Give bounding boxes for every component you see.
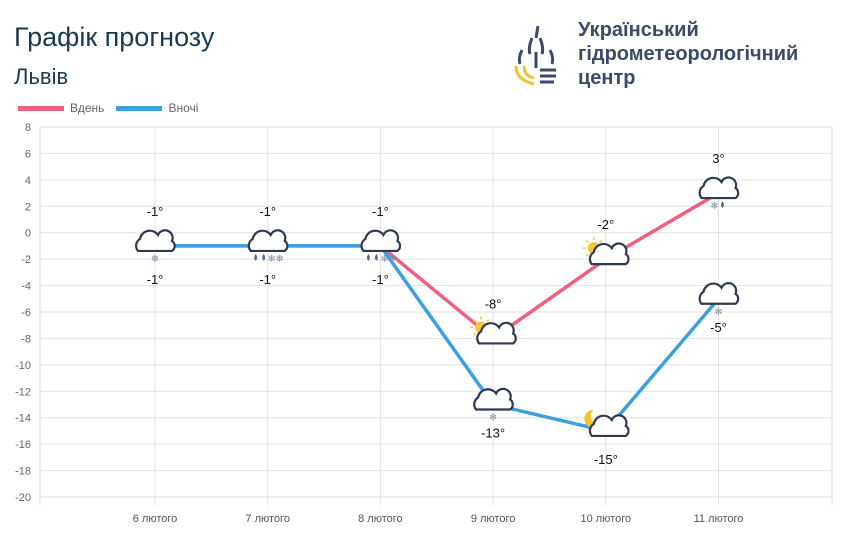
raindrop-icon [262,253,266,261]
y-tick-label: 2 [25,201,31,213]
cloud-icon [473,387,514,411]
weather-icon-day [582,237,630,266]
y-tick-label: 4 [25,175,31,187]
y-tick-label: -14 [15,413,31,425]
y-tick-label: -18 [15,466,31,478]
weather-icon-day: ❄ [135,229,176,265]
org-name-line: Український [578,19,699,41]
raindrop-icon [374,253,378,261]
day-temp-label: -1° [372,204,389,219]
cloud-icon [588,242,630,266]
snowflake-icon: ❄ [151,254,159,265]
day-line [155,191,720,341]
sun-ray [472,332,476,336]
legend-swatch-day[interactable] [18,105,64,111]
weather-icon-day [470,316,517,345]
x-tick-label: 8 лютого [358,513,403,525]
x-tick-label: 9 лютого [471,513,516,525]
snowflake-icon: ❄ [268,254,276,265]
y-tick-label: -6 [21,307,31,319]
legend-night[interactable]: Вночі [168,101,199,115]
y-tick-label: -12 [15,386,31,398]
page-title: Графік прогнозу [14,22,215,52]
snowflake-icon: ❄ [276,254,284,265]
snowflake-icon: ❄ [489,413,497,424]
sun-ray [585,239,589,244]
x-tick-label: 11 лютого [694,513,744,525]
y-tick-label: -10 [15,360,31,372]
cloud-icon [698,282,740,305]
cloud-icon [588,414,630,438]
night-temp-label: -1° [147,272,164,287]
sun-ray [598,239,603,244]
ugmc-logo-icon [514,25,556,86]
legend-swatch-night[interactable] [116,105,163,111]
org-name-line: гідрометеорологічний [578,43,799,65]
snowflake-icon: ❄ [388,254,396,265]
cloud-icon [360,229,402,253]
day-temp-label: -1° [259,204,276,219]
y-tick-label: -16 [15,439,31,451]
y-tick-label: -4 [21,281,31,293]
night-temp-label: -15° [594,452,618,467]
night-temp-label: -1° [259,272,276,287]
raindrop-icon [721,201,724,209]
city-name: Львів [14,64,69,89]
x-tick-label: 7 лютого [245,513,290,525]
legend-day[interactable]: Вдень [70,101,105,115]
y-tick-label: -8 [21,333,31,345]
weather-icon-day: ❄ ❄ [360,229,402,265]
sun-ray [472,319,476,323]
raindrop-icon [366,253,370,261]
day-temp-label: -1° [147,204,164,219]
night-temp-label: -13° [481,426,505,441]
cloud-icon [135,229,176,253]
y-tick-label: -20 [15,492,31,504]
day-temp-label: -2° [597,217,614,232]
snowflake-icon: ❄ [710,201,718,212]
weather-icon-day: ❄ ❄ [247,229,289,265]
y-tick-label: 8 [25,122,31,134]
snowflake-icon: ❄ [714,307,722,318]
sun-ray [486,319,490,323]
raindrop-icon [254,253,258,261]
cloud-icon [247,229,289,253]
x-tick-label: 6 лютого [133,513,178,525]
org-name-line: центр [578,67,636,89]
snowflake-icon: ❄ [380,254,388,265]
weather-icon-night: ❄ [698,282,740,318]
weather-icon-night [584,409,630,438]
night-temp-label: -1° [372,272,389,287]
legend: Вдень Вночі [18,101,198,115]
y-tick-label: 6 [25,148,31,160]
x-tick-label: 10 лютого [580,513,631,525]
cloud-icon [698,176,740,200]
weather-icon-night: ❄ [473,387,514,424]
y-tick-label: -2 [21,254,31,266]
day-temp-label: 3° [712,151,724,166]
weather-icon-day: ❄ [698,176,740,212]
night-temp-label: -5° [710,320,727,335]
sun-ray [585,253,589,257]
day-temp-label: -8° [485,296,502,311]
y-tick-label: 0 [25,228,31,240]
org-name: Український гідрометеорологічний центр [578,18,798,90]
cloud-icon [476,321,517,345]
